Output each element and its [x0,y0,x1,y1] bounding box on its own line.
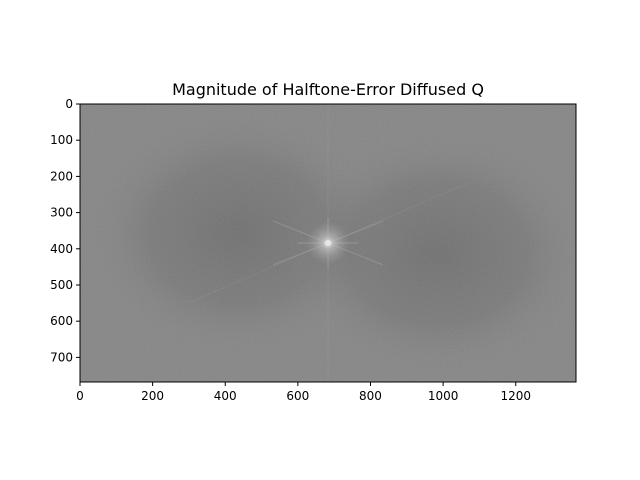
axes-frame [79,103,577,383]
y-tick-label: 0 [65,97,73,111]
chart-title: Magnitude of Halftone-Error Diffused Q [172,80,484,99]
x-tick-label: 200 [141,389,164,403]
x-tick-label: 400 [214,389,237,403]
x-axis: 0 200 400 600 800 1000 1200 [76,382,531,403]
spectrum-heatmap [80,104,576,382]
y-tick-label: 200 [50,169,73,183]
x-tick-label: 800 [359,389,382,403]
y-tick-label: 700 [50,350,73,364]
x-tick-label: 1200 [500,389,531,403]
y-tick-label: 600 [50,314,73,328]
x-tick-label: 600 [286,389,309,403]
dc-peak-core [325,240,331,246]
y-tick-label: 400 [50,242,73,256]
x-tick-label: 0 [76,389,84,403]
y-axis: 0 100 200 300 400 500 600 700 [50,97,80,364]
y-tick-label: 100 [50,133,73,147]
x-tick-label: 1000 [428,389,459,403]
y-tick-label: 300 [50,206,73,220]
y-tick-label: 500 [50,278,73,292]
